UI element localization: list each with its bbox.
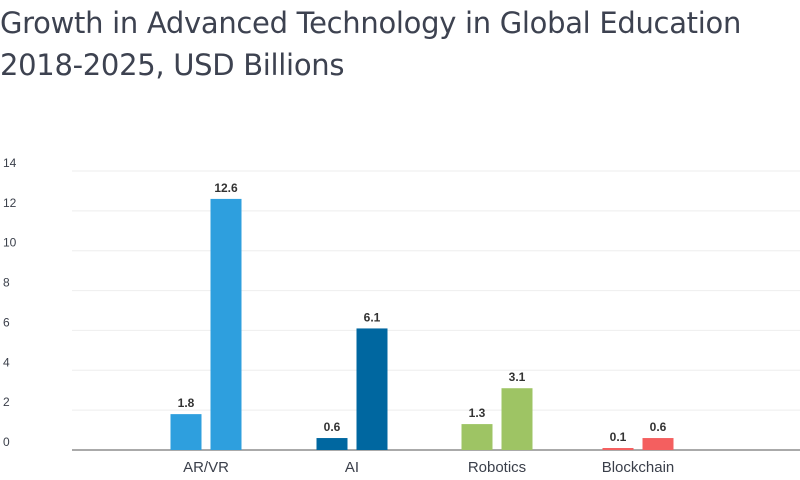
bar-blockchain-1 [602,448,634,450]
data-label: 12.6 [214,181,238,195]
y-tick-label: 0 [3,435,10,449]
y-tick-label: 8 [3,276,10,290]
chart-title-line-1: Growth in Advanced Technology in Global … [0,6,742,40]
data-label: 1.8 [178,396,195,410]
data-label: 0.6 [324,420,341,434]
y-tick-label: 4 [3,355,10,369]
data-label: 0.6 [650,420,667,434]
data-label: 6.1 [364,310,381,324]
bar-robotics-2 [501,388,533,450]
bar-ai-2 [356,328,388,450]
bar-blockchain-2 [642,438,674,450]
data-label: 0.1 [610,430,627,444]
bar-ai-1 [316,438,348,450]
chart-title-line-2: 2018-2025, USD Billions [0,48,345,82]
category-label: Blockchain [602,459,675,476]
category-label: AR/VR [183,459,229,476]
y-tick-label: 2 [3,395,10,409]
y-tick-label: 12 [3,196,17,210]
category-label: AI [345,459,359,476]
category-label: Robotics [468,459,526,476]
bar-ar-vr-2 [210,198,242,450]
bar-ar-vr-1 [170,414,202,450]
chart-title: Growth in Advanced Technology in Global … [0,0,800,86]
data-label: 1.3 [469,406,486,420]
y-tick-label: 10 [3,236,17,250]
bar-robotics-1 [461,424,493,450]
y-tick-label: 14 [3,156,17,170]
y-tick-label: 6 [3,315,10,329]
data-label: 3.1 [509,370,526,384]
